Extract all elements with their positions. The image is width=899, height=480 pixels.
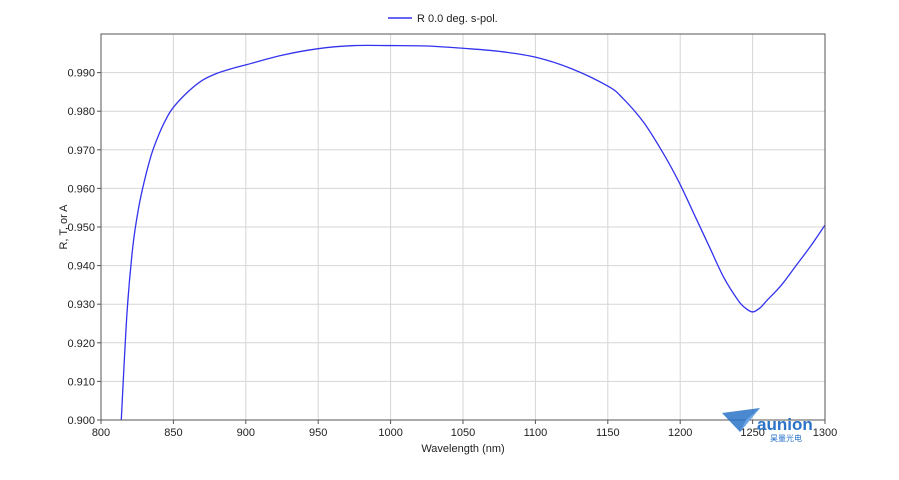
y-tick-label: 0.930 [67, 299, 95, 311]
y-tick-label: 0.970 [67, 145, 95, 157]
x-axis-label: Wavelength (nm) [421, 443, 504, 455]
paper-plane-logo-icon [722, 408, 760, 432]
x-tick-label: 1200 [668, 427, 692, 439]
x-tick-label: 1150 [596, 427, 620, 439]
y-tick-label: 0.910 [67, 376, 95, 388]
x-tick-labels: 800 850 900 950 1000 1050 1100 1150 1200 1250 1300 [92, 420, 837, 439]
x-tick-label: 1100 [524, 427, 548, 439]
x-tick-label: 1000 [378, 427, 402, 439]
y-tick-label: 0.990 [67, 68, 95, 80]
x-tick-label: 1050 [451, 427, 475, 439]
x-tick-label: 850 [164, 427, 182, 439]
logo-wordmark: aunion [757, 415, 813, 434]
y-tick-label: 0.900 [67, 415, 95, 427]
x-tick-label: 900 [237, 427, 255, 439]
x-tick-label: 1250 [740, 427, 764, 439]
y-tick-label: 0.960 [67, 183, 95, 195]
series-line-0 [120, 44, 826, 421]
y-tick-label: 0.920 [67, 338, 95, 350]
y-tick-labels: 0.900 0.910 0.920 0.930 0.940 0.950 0.960 0.970… [67, 68, 101, 427]
y-tick-label: 0.980 [67, 106, 95, 118]
x-tick-label: 1300 [813, 427, 837, 439]
legend: R 0.0 deg. s-pol. [388, 13, 498, 25]
logo-subtext: 昊量光电 [770, 433, 802, 443]
y-tick-label: 0.950 [67, 222, 95, 234]
grid-lines [101, 34, 825, 420]
y-axis-label: R, T, or A [58, 204, 70, 250]
watermark-logo: aunion 昊量光电 [722, 408, 813, 443]
series-layer [120, 44, 826, 421]
legend-entry: R 0.0 deg. s-pol. [417, 13, 498, 25]
x-tick-label: 800 [92, 427, 110, 439]
x-tick-label: 950 [309, 427, 327, 439]
y-tick-label: 0.940 [67, 261, 95, 273]
